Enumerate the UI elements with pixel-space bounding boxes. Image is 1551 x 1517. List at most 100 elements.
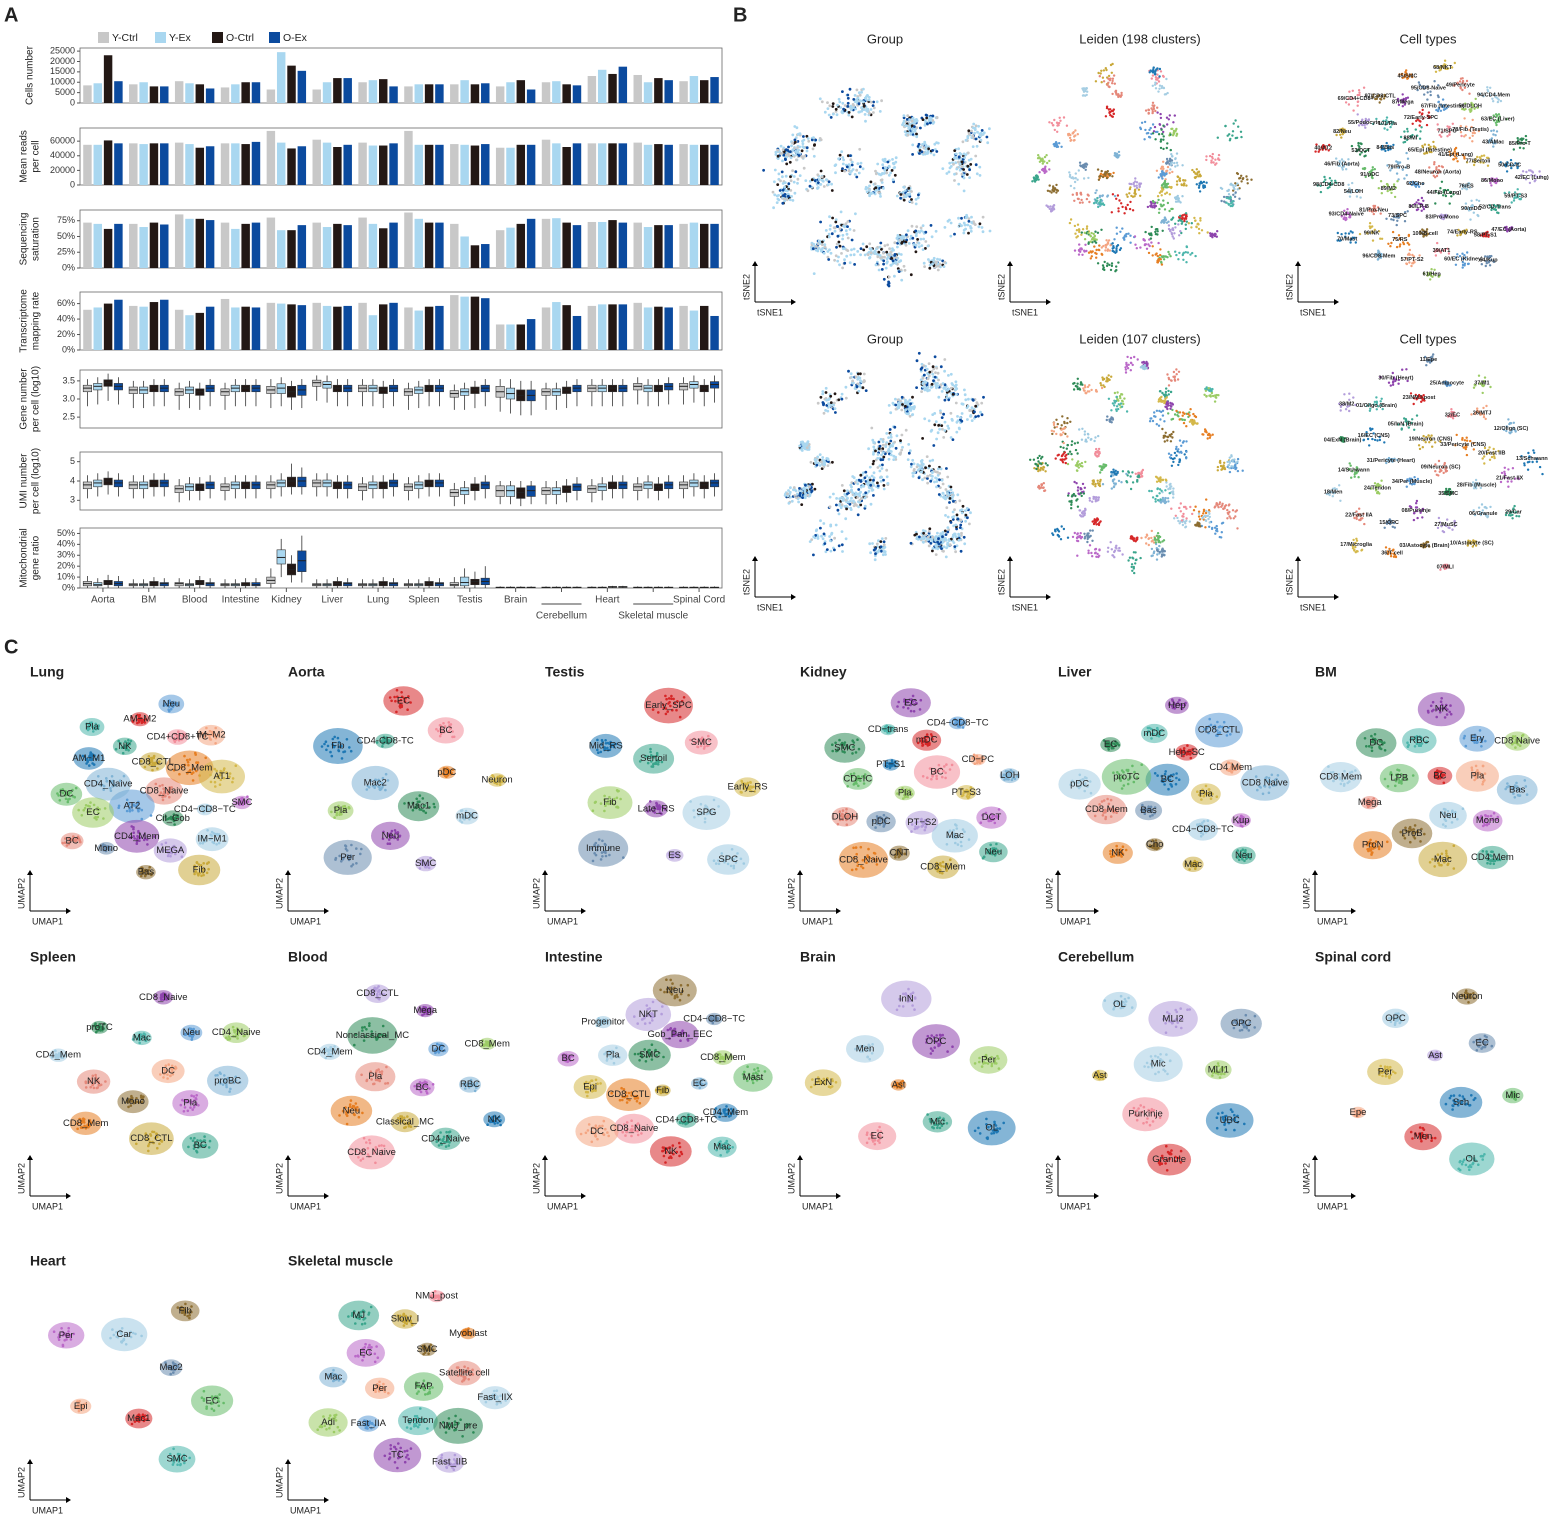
cell-dot	[966, 164, 970, 168]
cell-dot	[776, 183, 780, 187]
cell-dot	[1149, 69, 1152, 72]
bar	[139, 144, 148, 185]
cell-dot	[820, 249, 823, 253]
cell-dot	[1047, 205, 1050, 209]
bar	[679, 81, 688, 103]
cell-dot	[1211, 152, 1215, 156]
bar	[516, 80, 526, 103]
plot-frame	[79, 209, 723, 269]
cell-dot	[1363, 167, 1367, 170]
cell-dot	[805, 146, 809, 150]
cell-dot	[1172, 228, 1175, 232]
cell-dot	[1173, 232, 1176, 235]
cell-dot	[1187, 222, 1191, 225]
cell-dot	[1137, 188, 1141, 191]
cell-dot	[942, 495, 945, 499]
cell-dot	[838, 100, 842, 104]
bar	[495, 230, 505, 268]
cell-dot	[1133, 185, 1136, 188]
cell-dot	[1161, 132, 1164, 136]
cell-dot	[779, 179, 782, 183]
cell-dot	[1139, 194, 1142, 197]
cell-dot	[835, 503, 838, 507]
cell-dot	[831, 216, 834, 220]
cell-dot	[945, 467, 948, 470]
cell-dot	[1169, 168, 1172, 171]
cell-dot	[967, 397, 970, 401]
bar	[114, 299, 123, 350]
cell-dot	[876, 481, 879, 485]
cell-dot	[1084, 168, 1087, 171]
cell-type-label: 41/Epi (Lung)	[1438, 152, 1473, 158]
cell-dot	[776, 148, 780, 152]
cell-dot	[1161, 187, 1164, 191]
cell-dot	[793, 125, 797, 128]
cell-dot	[1148, 233, 1152, 236]
cell-dot	[1075, 229, 1079, 232]
cell-dot	[1246, 178, 1249, 181]
cell-dot	[1076, 178, 1079, 181]
cell-dot	[818, 242, 822, 245]
cell-dot	[1348, 90, 1351, 93]
bar	[562, 305, 571, 350]
cell-dot	[896, 398, 900, 402]
cell-dot	[887, 436, 890, 439]
cell-dot	[1050, 191, 1053, 194]
cell-type-label: 63/EC (Liver)	[1481, 116, 1515, 122]
cell-dot	[1171, 170, 1174, 174]
cell-dot	[831, 112, 835, 116]
cell-dot	[1120, 93, 1123, 97]
cell-dot	[1069, 218, 1073, 221]
cell-dot	[1456, 160, 1459, 163]
cell-dot	[1076, 223, 1080, 226]
cell-dot	[789, 156, 793, 160]
cell-dot	[862, 104, 866, 108]
cell-dot	[1172, 132, 1175, 136]
cell-dot	[1364, 154, 1367, 157]
cell-dot	[947, 170, 951, 174]
cell-dot	[1108, 263, 1111, 267]
cell-dot	[1236, 182, 1239, 185]
box	[251, 582, 261, 587]
bar	[541, 82, 551, 103]
cell-dot	[1406, 130, 1409, 133]
cell-dot	[917, 142, 921, 146]
cell-dot	[964, 227, 967, 231]
y-tick-label: 0	[70, 97, 75, 107]
cell-dot	[1440, 180, 1444, 183]
cell-dot	[937, 493, 941, 496]
cell-dot	[1199, 219, 1202, 222]
cell-dot	[874, 169, 877, 173]
cell-dot	[929, 224, 933, 227]
cell-dot	[1174, 165, 1177, 168]
cell-dot	[1149, 237, 1153, 240]
cell-dot	[1351, 181, 1354, 185]
cell-dot	[781, 175, 784, 179]
cell-dot	[773, 168, 777, 172]
cell-dot	[1053, 128, 1057, 132]
bar	[526, 218, 536, 268]
bar	[470, 84, 480, 103]
cell-dot	[795, 158, 798, 162]
cell-dot	[840, 503, 844, 506]
cell-dot	[1110, 262, 1114, 265]
cell-dot	[823, 243, 827, 247]
cell-dot	[1437, 95, 1440, 99]
cell-dot	[780, 192, 784, 195]
cell-dot	[1191, 251, 1194, 255]
cell-dot	[885, 468, 889, 472]
cell-dot	[1152, 66, 1155, 69]
cell-dot	[1163, 217, 1167, 220]
cell-dot	[940, 424, 944, 427]
cell-dot	[970, 419, 974, 422]
cell-dot	[1149, 200, 1153, 204]
cell-dot	[1229, 137, 1232, 141]
cell-dot	[821, 179, 825, 183]
cell-dot	[847, 111, 851, 114]
cell-dot	[923, 417, 927, 421]
cell-dot	[808, 179, 812, 183]
cell-dot	[979, 134, 982, 138]
cell-dot	[1538, 170, 1541, 173]
bar	[149, 143, 159, 185]
cell-dot	[908, 125, 912, 129]
